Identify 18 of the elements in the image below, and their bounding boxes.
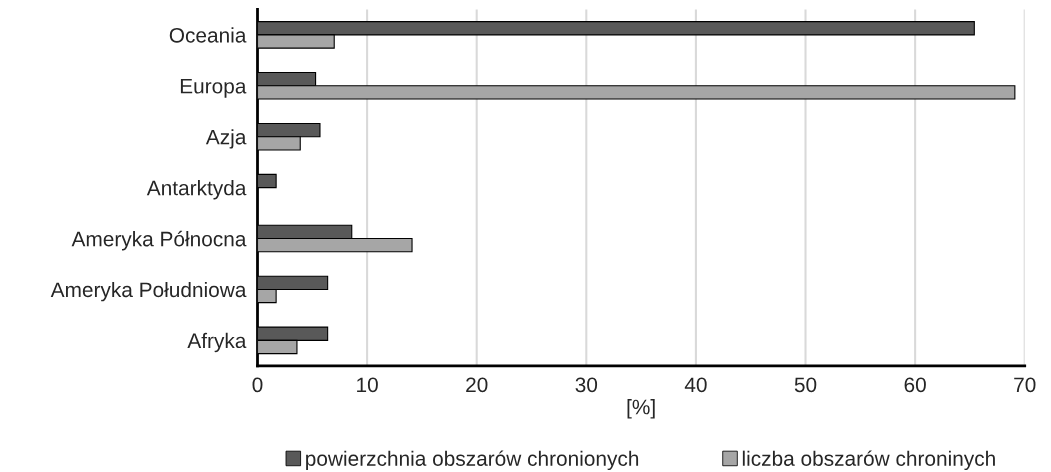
legend-label: powierzchnia obszarów chronionych xyxy=(306,450,639,471)
y-tick-label: Oceania xyxy=(169,27,247,43)
legend-label: liczba obszarów chroninych xyxy=(742,450,995,471)
y-tick-label: Ameryka Południowa xyxy=(50,281,247,302)
y-tick-label: Azja xyxy=(205,129,247,149)
x-tick-label: 40 xyxy=(684,377,707,393)
y-tick-label: Ameryka Północna xyxy=(71,230,247,251)
x-tick-label: 70 xyxy=(1014,377,1036,393)
x-tick-label: 50 xyxy=(794,377,817,393)
x-tick-label: 20 xyxy=(466,377,488,393)
x-tick-label: 60 xyxy=(904,377,926,393)
x-tick-label: 0 xyxy=(252,377,263,393)
x-tick-label: 30 xyxy=(575,377,598,393)
x-tick-label: 10 xyxy=(357,377,378,393)
y-tick-label: Antarktyda xyxy=(146,180,247,200)
y-tick-label: Europa xyxy=(180,79,247,98)
x-axis-title: [%] xyxy=(627,399,655,419)
y-tick-label: Afryka xyxy=(187,332,247,353)
